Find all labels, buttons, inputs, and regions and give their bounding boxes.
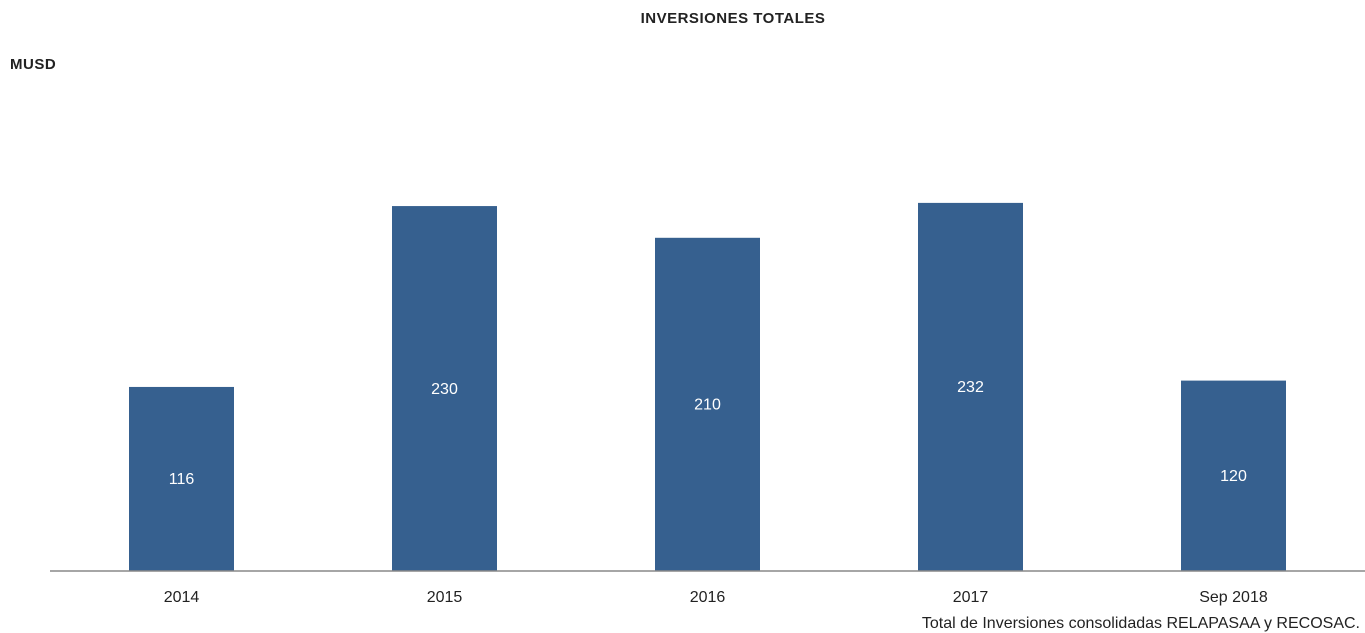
x-tick-label: 2016: [690, 589, 726, 606]
x-tick-label: 2014: [164, 589, 200, 606]
bar: [392, 206, 497, 572]
bar: [655, 237, 760, 572]
bar: [918, 202, 1023, 572]
footnote: Total de Inversiones consolidadas RELAPA…: [922, 615, 1360, 632]
x-tick-label: 2017: [953, 589, 989, 606]
data-label: 232: [957, 379, 984, 396]
data-label: 120: [1220, 468, 1247, 485]
y-axis-label: MUSD: [10, 56, 56, 73]
data-label: 230: [431, 381, 458, 398]
x-tick-label: 2015: [427, 589, 463, 606]
x-tick-label: Sep 2018: [1199, 589, 1268, 606]
chart-title: INVERSIONES TOTALES: [641, 10, 826, 27]
data-label: 116: [169, 471, 195, 488]
bar: [129, 386, 234, 571]
data-label: 210: [694, 397, 721, 414]
bar: [1181, 380, 1286, 571]
